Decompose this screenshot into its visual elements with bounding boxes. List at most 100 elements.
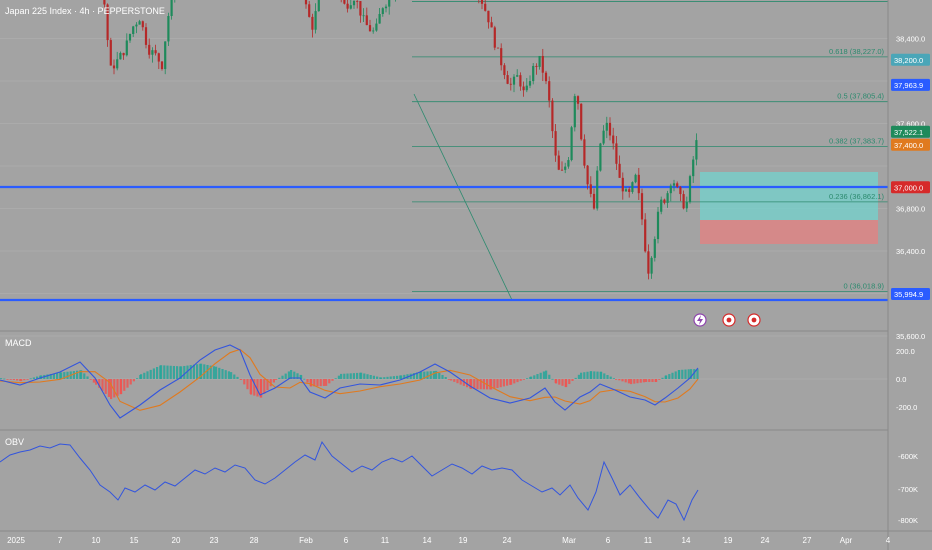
- price-badge-label: 37,000.0: [894, 183, 923, 192]
- time-tick-label: 14: [682, 536, 691, 545]
- candle-body: [381, 8, 384, 14]
- candle-body: [512, 76, 516, 85]
- macd-histogram-bar: [493, 379, 496, 389]
- macd-histogram-bar: [66, 371, 69, 379]
- candle-body: [567, 160, 570, 167]
- macd-histogram-bar: [555, 379, 558, 384]
- macd-histogram-bar: [325, 379, 328, 386]
- candle-body: [125, 40, 128, 56]
- candle-body: [640, 193, 644, 220]
- candle-body: [128, 34, 132, 41]
- macd-histogram-bar: [83, 373, 86, 379]
- candle-body: [308, 4, 311, 17]
- macd-histogram-bar: [287, 371, 290, 379]
- macd-histogram-bar: [548, 374, 551, 379]
- price-badges: 38,200.0 37,963.9 37,522.1 37,400.0 37,000.0…: [891, 53, 930, 301]
- time-axis[interactable]: 2025 7 10 15 20 23 28 Feb 6 11 14 19 24 Mar 6 11 14 19 24 2…: [7, 536, 891, 545]
- macd-histogram-bar: [243, 379, 246, 385]
- fibonacci-retracement[interactable]: 1.382 (40,956.7)1.236 (40,435.1)1 (39,59…: [412, 0, 888, 301]
- macd-histogram-bar: [426, 371, 429, 379]
- time-tick-label: 10: [92, 536, 101, 545]
- candle-body: [596, 170, 599, 209]
- candle-body: [516, 75, 519, 77]
- candle-body: [346, 3, 349, 9]
- time-tick-label: Mar: [562, 536, 576, 545]
- macd-histogram-bar: [542, 371, 545, 379]
- candle-body: [503, 65, 506, 76]
- macd-histogram-bar: [200, 363, 203, 379]
- macd-axis[interactable]: 200.0 0.0 -200.0: [896, 347, 917, 412]
- macd-histogram-bar: [612, 378, 615, 379]
- macd-histogram-bar: [196, 364, 199, 379]
- macd-histogram-bar: [600, 371, 603, 379]
- macd-histogram-bar: [23, 379, 26, 381]
- time-tick-label: 6: [606, 536, 611, 545]
- macd-histogram-bar: [606, 375, 609, 379]
- macd-histogram-bar: [132, 379, 135, 382]
- candle-body: [509, 83, 512, 85]
- candle-body: [532, 65, 535, 82]
- macd-histogram-bar: [316, 379, 319, 387]
- macd-histogram-bar: [120, 379, 123, 394]
- macd-histogram-bar: [269, 379, 272, 387]
- macd-histogram-bar: [72, 371, 75, 379]
- time-tick-label: 11: [381, 536, 390, 545]
- candle-body: [541, 55, 544, 73]
- candle-body: [519, 75, 522, 87]
- candle-body: [167, 16, 170, 42]
- macd-histogram-bar: [651, 379, 654, 382]
- macd-histogram-bar: [218, 367, 221, 379]
- candle-body: [343, 0, 346, 4]
- macd-histogram-bar: [630, 379, 633, 385]
- price-axis[interactable]: 40,800.040,400.040,000.039,600.039,200.0…: [896, 0, 925, 341]
- time-tick-label: 24: [503, 536, 512, 545]
- macd-histogram-bar: [561, 379, 564, 386]
- stop-zone[interactable]: [700, 220, 878, 244]
- time-tick-label: 28: [250, 536, 259, 545]
- time-tick-label: 6: [344, 536, 349, 545]
- candle-body: [506, 75, 509, 84]
- obv-pane[interactable]: [0, 440, 699, 522]
- candle-body: [116, 59, 119, 69]
- macd-histogram-bar: [444, 377, 447, 379]
- macd-histogram-bar: [684, 369, 687, 379]
- macd-histogram-bar: [172, 365, 175, 379]
- macd-histogram-bar: [499, 379, 502, 388]
- time-tick-label: 15: [130, 536, 139, 545]
- macd-histogram-bar: [568, 379, 571, 385]
- candle-body: [500, 48, 503, 66]
- macd-pane[interactable]: [0, 344, 888, 419]
- macd-histogram-bar: [29, 378, 32, 380]
- chart-title: Japan 225 Index · 4h · PEPPERSTONE: [5, 6, 165, 16]
- macd-histogram-bar: [331, 379, 334, 381]
- macd-histogram-bar: [334, 378, 337, 380]
- macd-histogram-bar: [313, 379, 316, 387]
- candle-body: [688, 176, 692, 203]
- price-tick-label: 38,400.0: [896, 35, 925, 44]
- macd-histogram-bar: [322, 379, 325, 386]
- macd-histogram-bar: [545, 370, 548, 379]
- candle-body: [602, 130, 605, 144]
- macd-histogram-bar: [420, 371, 423, 379]
- fib-trend-line: [413, 93, 513, 301]
- candle-body: [560, 169, 564, 171]
- obv-axis[interactable]: -600K -700K -800K: [898, 452, 918, 525]
- macd-histogram-bar: [516, 379, 519, 383]
- candle-body: [621, 177, 624, 192]
- macd-histogram-bar: [203, 364, 206, 379]
- macd-histogram-bar: [496, 379, 499, 388]
- candle-body: [496, 47, 500, 49]
- candle-body: [663, 199, 666, 203]
- macd-histogram-bar: [275, 379, 278, 380]
- target-zone[interactable]: [700, 172, 878, 220]
- macd-histogram-bar: [300, 375, 303, 379]
- event-markers[interactable]: [693, 313, 761, 327]
- macd-histogram-bar: [453, 379, 456, 382]
- candle-body: [490, 22, 493, 28]
- macd-histogram-bar: [224, 370, 227, 379]
- macd-histogram-bar: [536, 374, 539, 379]
- price-badge-label: 35,994.9: [894, 290, 923, 299]
- candle-body: [650, 257, 653, 274]
